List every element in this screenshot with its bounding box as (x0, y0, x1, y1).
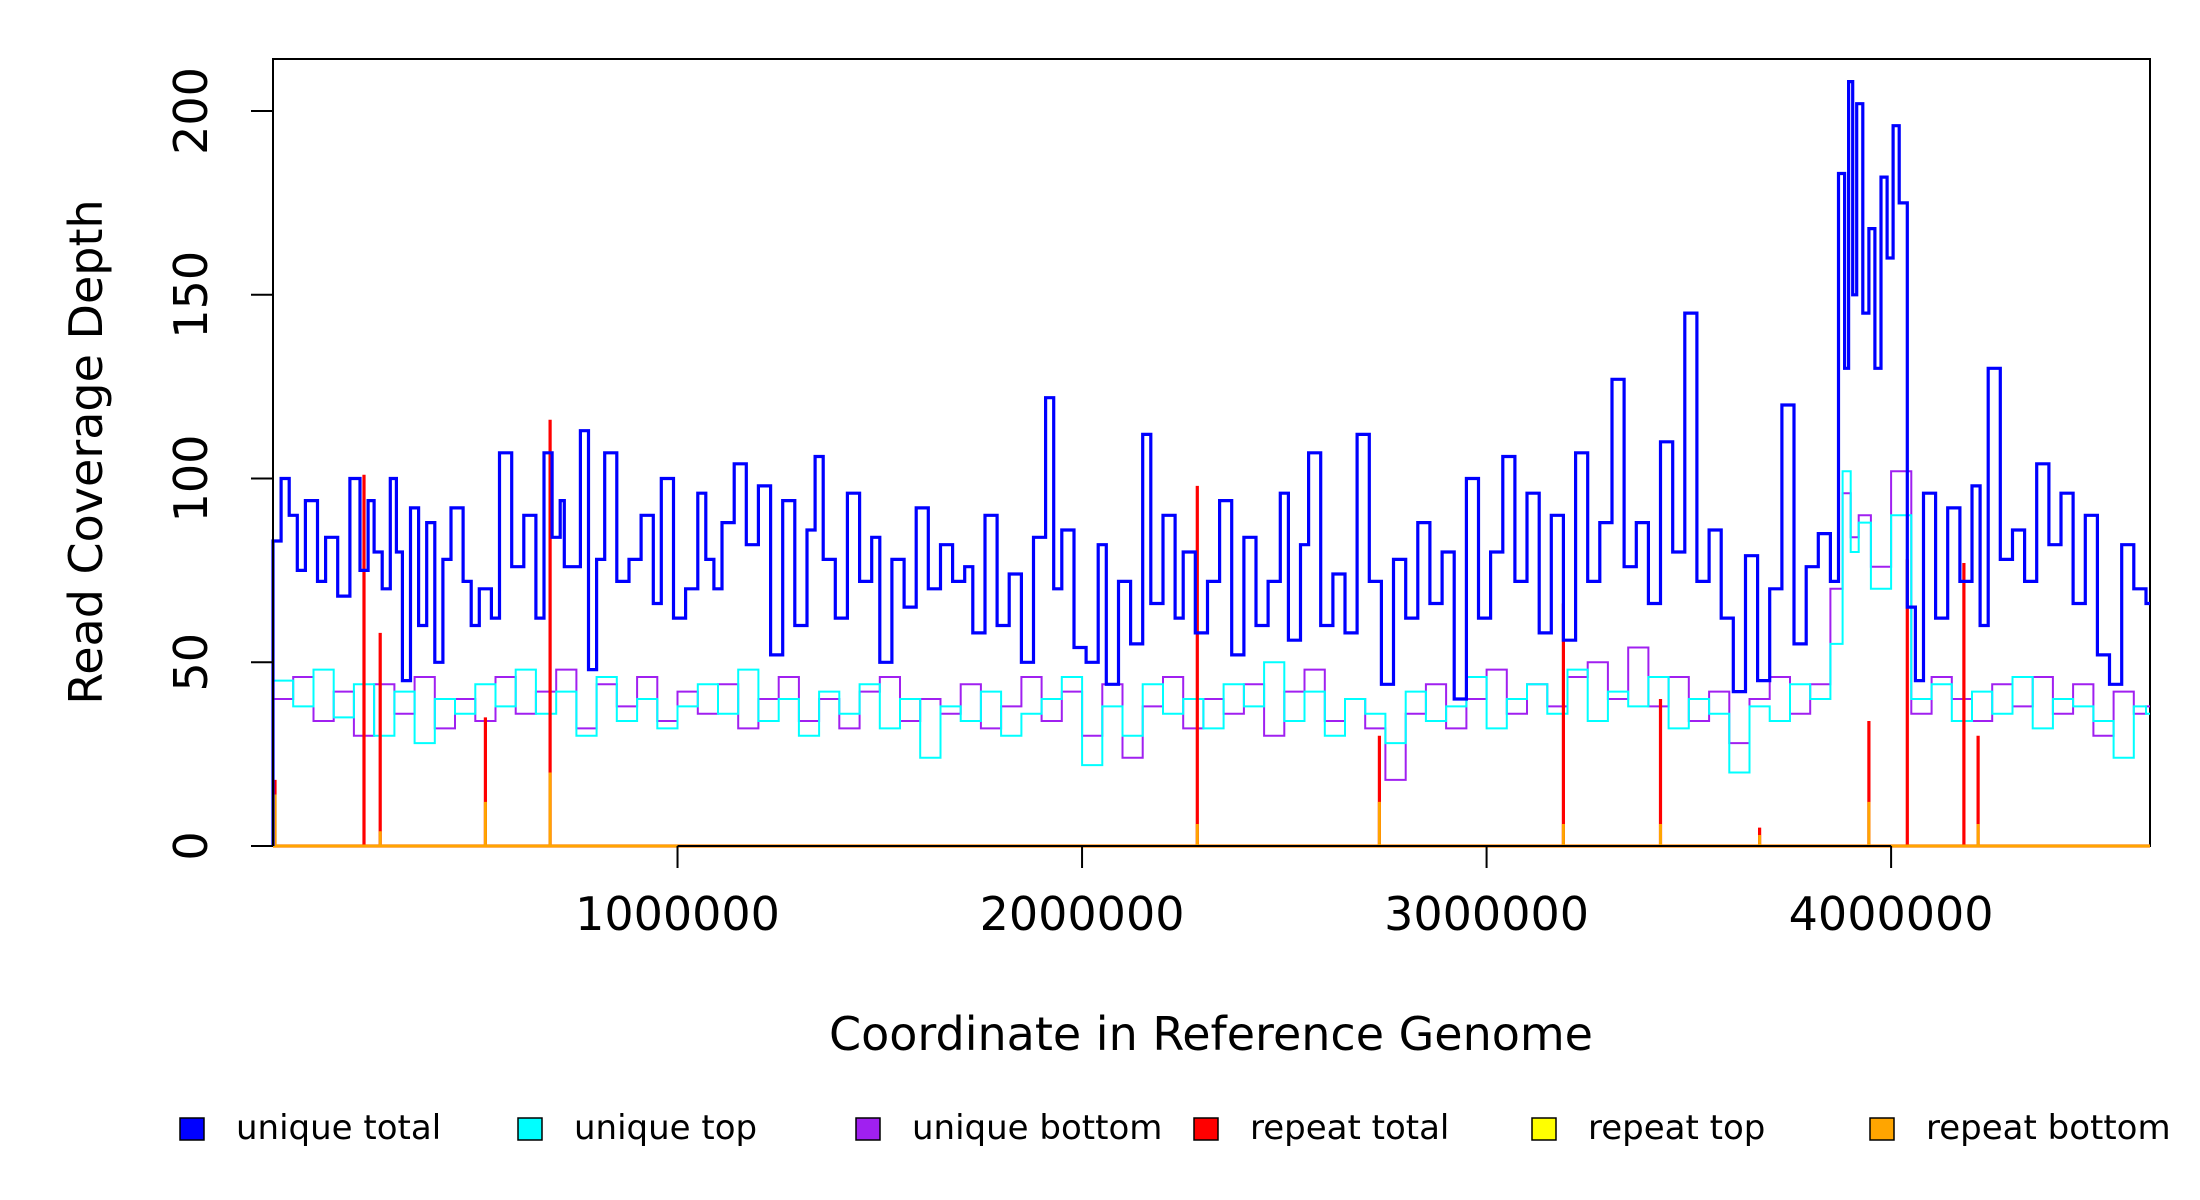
y-axis-title: Read Coverage Depth (59, 199, 113, 704)
y-tick-label: 50 (164, 633, 218, 692)
x-tick-label: 4000000 (1789, 887, 1994, 941)
x-tick-label: 2000000 (980, 887, 1185, 941)
legend-label: repeat total (1250, 1108, 1449, 1148)
legend-label: repeat bottom (1926, 1108, 2171, 1148)
series-line-repeat-bottom (273, 772, 2150, 848)
x-tick-label: 1000000 (575, 887, 780, 941)
series-layer (271, 80, 2150, 848)
y-tick-label: 200 (164, 67, 218, 155)
legend-label: unique top (574, 1108, 757, 1148)
series-line-repeat-total (273, 419, 2150, 848)
y-tick-label: 150 (164, 251, 218, 339)
legend-swatch (179, 1117, 205, 1141)
y-tick-label: 0 (164, 831, 218, 860)
legend-label: unique total (236, 1108, 441, 1148)
y-axis: 0 50 100 150 200 (164, 67, 274, 861)
legend-label: unique bottom (912, 1108, 1162, 1148)
series-line-unique-top (272, 470, 2150, 846)
legend-swatch (1193, 1117, 1219, 1141)
legend-swatch (855, 1117, 881, 1141)
series-line-unique-total (271, 80, 2150, 846)
x-axis-title: Coordinate in Reference Genome (829, 1007, 1593, 1061)
legend-swatch (1531, 1117, 1557, 1141)
x-axis: 1000000 2000000 3000000 4000000 (575, 845, 1994, 941)
plot-area (271, 58, 2151, 848)
legend-swatch (517, 1117, 543, 1141)
y-tick-label: 100 (164, 435, 218, 523)
x-tick-label: 3000000 (1384, 887, 1589, 941)
legend-label: repeat top (1588, 1108, 1765, 1148)
legend: unique total unique top unique bottom repea… (179, 1108, 2171, 1148)
legend-swatch (1869, 1117, 1895, 1141)
